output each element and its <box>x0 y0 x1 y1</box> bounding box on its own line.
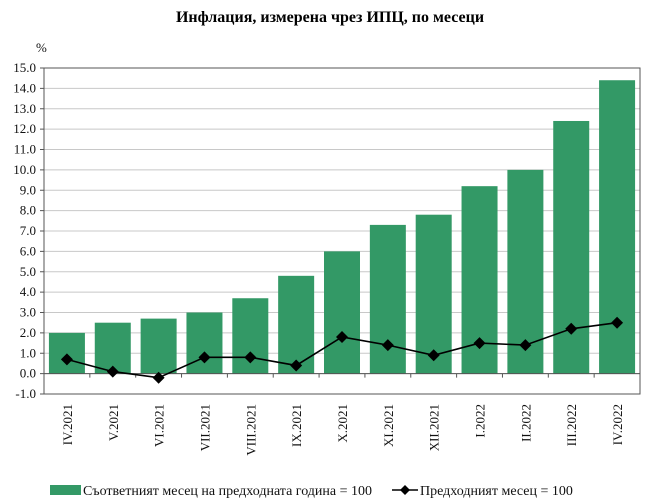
y-tick-label: 7.0 <box>20 223 36 238</box>
line-point-VII.2021 <box>198 351 211 364</box>
legend-swatch-bar <box>50 485 81 495</box>
line-series <box>60 316 624 384</box>
x-tick-label: X.2021 <box>335 404 350 443</box>
y-tick-label: 8.0 <box>20 203 36 218</box>
y-tick-label: 1.0 <box>20 345 36 360</box>
y-tick-label: 15.0 <box>13 60 36 75</box>
line-point-IV.2021 <box>60 353 73 366</box>
y-tick-label: 5.0 <box>20 264 36 279</box>
line-point-I.2022 <box>473 337 486 350</box>
line-point-III.2022 <box>565 322 578 335</box>
legend-label-line: Предходният месец = 100 <box>420 484 573 499</box>
y-tick-label: 11.0 <box>14 142 36 157</box>
line-point-VI.2021 <box>152 371 165 384</box>
y-tick-label: 6.0 <box>20 243 36 258</box>
bar-IV.2021 <box>48 332 85 374</box>
y-tick-label: 14.0 <box>13 80 36 95</box>
y-tick-label: 12.0 <box>13 121 36 136</box>
y-tick-label: 3.0 <box>20 305 36 320</box>
x-tick-labels: IV.2021 V.2021 VI.2021 VII.2021 VIII.2021 IX.… <box>60 404 625 456</box>
bar-III.2022 <box>553 120 590 374</box>
line-point-IX.2021 <box>290 359 303 372</box>
line-point-XI.2021 <box>381 339 394 352</box>
x-tick-label: III.2022 <box>564 404 579 446</box>
line-point-II.2022 <box>519 339 532 352</box>
x-tick-label: VII.2021 <box>197 404 212 451</box>
y-tick-label: 4.0 <box>20 284 36 299</box>
line-point-XII.2021 <box>427 349 440 362</box>
y-axis-label: % <box>36 40 47 55</box>
y-tick-label: 13.0 <box>13 101 36 116</box>
bar-X.2021 <box>324 251 360 374</box>
bar-VII.2021 <box>186 312 223 374</box>
plot-frame <box>43 67 641 395</box>
legend-marker-diamond <box>400 485 410 495</box>
chart-title: Инфлация, измерена чрез ИПЦ, по месеци <box>176 9 484 26</box>
x-tick-label: XII.2021 <box>427 404 442 451</box>
bar-IX.2021 <box>278 275 315 374</box>
x-tick-label: IV.2022 <box>610 404 625 445</box>
x-tick-label: I.2022 <box>473 404 488 438</box>
bar-V.2021 <box>94 322 131 374</box>
bar-IV.2022 <box>599 80 636 374</box>
x-tick-label: XI.2021 <box>381 404 396 447</box>
y-tick-label: 2.0 <box>20 325 36 340</box>
zero-axis <box>44 373 640 378</box>
x-tick-label: IV.2021 <box>60 404 75 445</box>
x-tick-label: IX.2021 <box>289 404 304 447</box>
y-tick-label: 10.0 <box>13 162 36 177</box>
bar-VI.2021 <box>140 318 177 374</box>
y-tick-label: 0.0 <box>20 366 36 381</box>
legend-label-bar: Съответният месец на предходната година … <box>83 484 372 499</box>
line-point-IV.2022 <box>611 316 624 329</box>
legend: Съответният месец на предходната година … <box>50 484 573 499</box>
y-tick-labels: -1.0 0.0 1.0 2.0 3.0 4.0 5.0 6.0 7.0 8.0 9.0 10.0 11… <box>13 60 36 401</box>
line-point-V.2021 <box>106 365 119 378</box>
bar-XII.2021 <box>415 214 452 374</box>
bars <box>48 80 636 374</box>
x-tick-label: V.2021 <box>106 404 121 441</box>
x-tick-label: VIII.2021 <box>243 404 258 456</box>
line-point-VIII.2021 <box>244 351 257 364</box>
y-tick-label: 9.0 <box>20 182 36 197</box>
x-tick-label: II.2022 <box>518 404 533 442</box>
line-point-X.2021 <box>336 330 348 343</box>
bar-XI.2021 <box>369 224 406 374</box>
x-tick-label: VI.2021 <box>152 404 167 447</box>
y-tick-label: -1.0 <box>15 386 36 401</box>
